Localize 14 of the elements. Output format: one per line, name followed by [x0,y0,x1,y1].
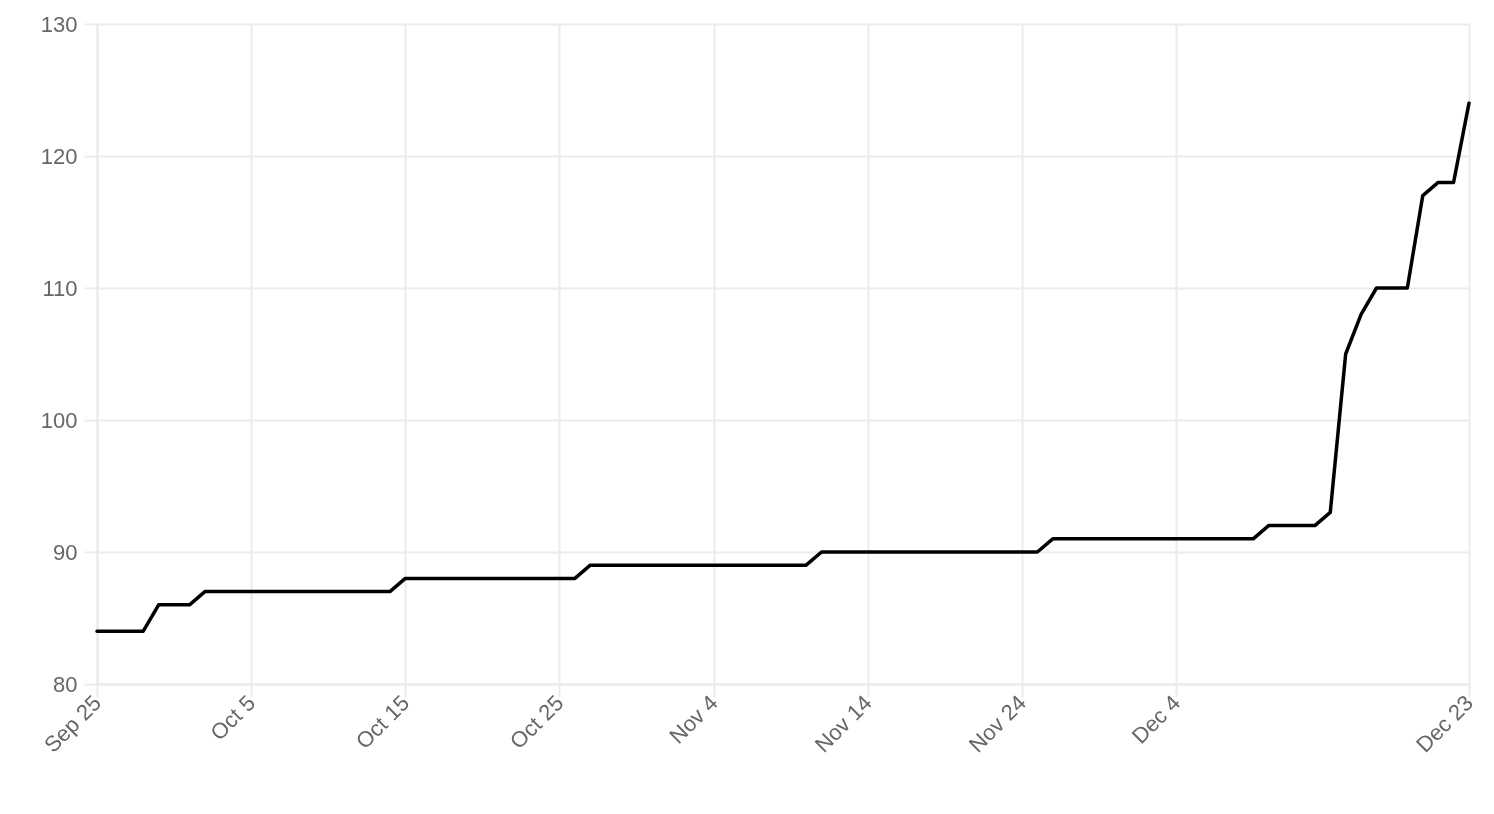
x-tick-label: Nov 14 [809,690,877,758]
x-tick-label: Oct 25 [504,690,569,754]
y-tick-label: 90 [53,539,78,565]
y-tick-label: 130 [40,11,78,37]
x-tick-label: Nov 4 [664,690,723,749]
x-tick-label: Oct 5 [205,690,261,746]
y-tick-label: 100 [40,407,78,433]
x-tick-label: Oct 15 [350,690,415,754]
x-tick-label: Nov 24 [963,690,1031,758]
y-tick-label: 110 [42,275,78,301]
y-tick-label: 80 [53,671,78,697]
y-tick-label: 120 [40,143,78,169]
x-tick-label: Dec 23 [1411,690,1478,758]
x-tick-label: Dec 4 [1126,690,1186,749]
